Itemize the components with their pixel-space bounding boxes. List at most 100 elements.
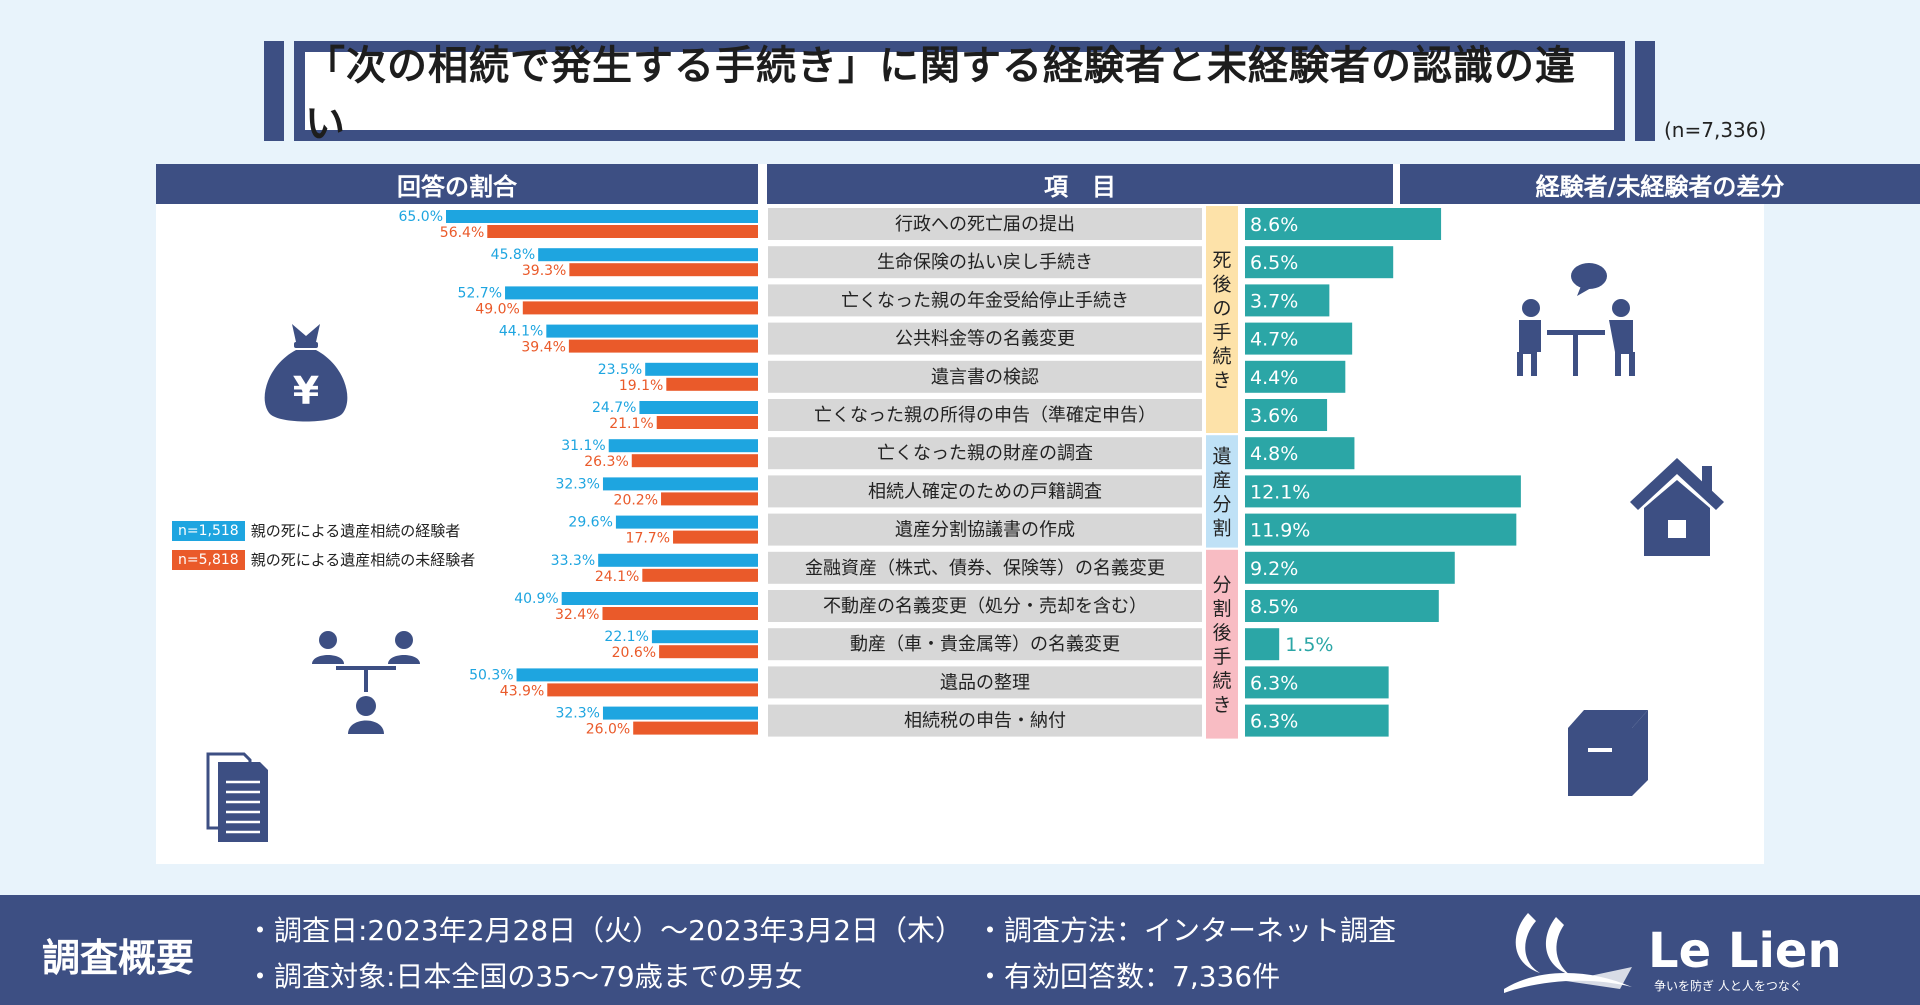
label-inexperienced: 49.0% [475,301,519,317]
segment-label-char: 死 [1212,250,1231,272]
bar-experienced [546,324,758,338]
item-box [768,704,1202,737]
label-diff: 8.5% [1250,596,1298,618]
title-right-bar [1635,41,1655,141]
bar-inexperienced [656,416,758,429]
bar-experienced [538,248,758,262]
item-label: 行政への死亡届の提出 [895,214,1075,235]
bar-diff [1245,246,1394,279]
label-experienced: 29.6% [568,515,612,531]
bar-experienced [602,706,758,720]
item-label: 不動産の名義変更（処分・売却を含む） [823,596,1147,617]
label-inexperienced: 17.7% [626,531,670,547]
bar-diff [1245,399,1328,431]
sample-size: (n=7,336) [1664,118,1767,142]
label-inexperienced: 20.2% [614,492,658,508]
segment-label-char: 産 [1212,469,1231,491]
item-box [768,399,1202,431]
label-experienced: 23.5% [598,362,642,378]
logo-text: Le Lien [1648,923,1842,979]
footer-survey-target: ・調査対象:日本全国の35～79歳までの男女 [246,960,803,993]
label-diff: 3.7% [1250,290,1298,312]
bar-diff [1245,628,1280,661]
item-label: 亡くなった親の財産の調査 [877,443,1093,464]
label-experienced: 65.0% [399,209,443,225]
legend-inexperienced: n=5,818 親の死による遺産相続の未経験者 [172,549,475,570]
item-label: 相続税の申告・納付 [904,711,1066,732]
item-box [768,322,1202,355]
item-box [768,246,1202,279]
item-box [768,284,1202,317]
segment-box [1206,206,1238,433]
segment-label-char: き [1212,370,1231,392]
bar-diff [1245,360,1346,393]
header-diff: 経験者/未経験者の差分 [1400,164,1920,204]
header-item: 項 目 [767,164,1393,204]
item-label: 生命保険の払い戻し手続き [877,252,1093,273]
label-diff: 8.6% [1250,214,1298,236]
chart-svg: 65.0%56.4% 行政への死亡届の提出 8.6% 45.8%39.3% 生命保険の払… [399,206,1521,739]
segment-label-char: 後 [1212,274,1231,296]
money-bag-yen-icon: ¥ [264,324,348,422]
item-box [768,437,1202,470]
house-icon [1630,458,1724,556]
bar-experienced [561,592,758,605]
title-left-bar [264,41,284,141]
label-experienced: 33.3% [551,553,595,569]
bar-inexperienced [568,339,758,353]
label-diff: 12.1% [1250,481,1310,503]
legend-experienced: n=1,518 親の死による遺産相続の経験者 [172,520,460,541]
label-inexperienced: 24.1% [595,569,639,585]
bar-inexperienced [602,607,758,620]
segment-label-char: 割 [1212,598,1231,620]
label-experienced: 44.1% [499,324,543,340]
item-label: 遺品の整理 [940,672,1030,693]
label-inexperienced: 43.9% [500,683,544,699]
label-inexperienced: 56.4% [440,225,484,241]
bar-diff [1245,322,1353,355]
bar-experienced [598,553,758,567]
footer-survey-method: ・調査方法：インターネット調査 [976,914,1397,947]
label-diff: 4.8% [1250,443,1298,465]
label-inexperienced: 20.6% [612,645,656,661]
label-inexperienced: 39.3% [522,263,566,279]
bar-diff [1245,590,1439,622]
footer-response-count: ・有効回答数：7,336件 [976,960,1281,993]
legend-badge-inexperienced: n=5,818 [172,549,245,570]
label-experienced: 31.1% [561,438,605,454]
legend-badge-experienced: n=1,518 [172,520,245,541]
bar-experienced [608,439,758,453]
bar-inexperienced [659,645,758,659]
title-area: 「次の相続で発生する手続き」に関する経験者と未経験者の認識の違い [264,41,1655,147]
segment-label-char: 手 [1212,646,1231,668]
documents-icon [206,752,268,842]
bar-diff [1245,437,1355,470]
segment-label-char: 手 [1212,322,1231,344]
segment-box [1206,435,1238,548]
bar-experienced [516,668,758,682]
bar-experienced [602,477,758,491]
bar-diff [1245,666,1389,699]
title-box: 「次の相続で発生する手続き」に関する経験者と未経験者の認識の違い [294,41,1625,147]
segment-label-char: 遺 [1212,445,1231,467]
bar-experienced [651,630,758,644]
bar-diff [1245,513,1517,546]
header-ratio: 回答の割合 [156,164,758,204]
segment-label-char: の [1212,298,1231,320]
item-label: 遺産分割協議書の作成 [895,520,1075,541]
label-diff: 1.5% [1285,634,1333,656]
label-diff: 9.2% [1250,558,1298,580]
item-box [768,590,1202,622]
bar-diff [1245,704,1389,737]
label-inexperienced: 19.1% [619,378,663,394]
label-diff: 4.4% [1250,367,1298,389]
item-box [768,208,1202,240]
bar-experienced [645,362,758,376]
logo-tagline: 争いを防ぎ 人と人をつなぐ [1654,979,1802,993]
label-experienced: 52.7% [458,285,502,301]
item-label: 相続人確定のための戸籍調査 [868,481,1102,502]
bar-experienced [446,210,758,223]
label-inexperienced: 32.4% [555,607,599,623]
label-diff: 6.5% [1250,252,1298,274]
bar-inexperienced [642,568,758,582]
